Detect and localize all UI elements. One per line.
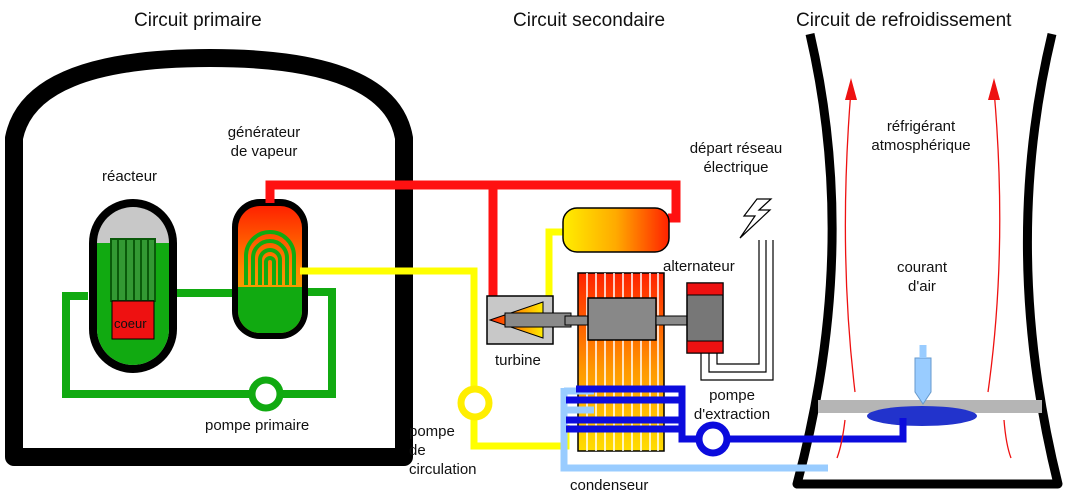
- alternator: [686, 282, 724, 354]
- grid-label-line2: électrique: [703, 158, 769, 176]
- core-label: coeur: [114, 316, 147, 331]
- circulation-pump-label-line1: pompe: [409, 423, 455, 440]
- grid-label: départ réseau électrique: [678, 140, 794, 178]
- turbine: [486, 295, 572, 345]
- containment-building: [5, 49, 413, 466]
- primary-pump-label: pompe primaire: [205, 417, 310, 434]
- extraction-pump-icon: [695, 421, 731, 457]
- alternator-label: alternateur: [663, 258, 735, 275]
- turbine-shaft: [564, 297, 690, 341]
- refrigerant-label-line2: atmosphérique: [871, 136, 971, 154]
- extraction-pump-label-line1: pompe: [709, 387, 755, 404]
- cold-water-line: [560, 345, 927, 472]
- lightning-icon: [739, 198, 773, 239]
- cooling-sprayer: [914, 357, 932, 405]
- steam-line: [265, 180, 681, 300]
- cooling-water-line: [566, 385, 907, 443]
- extraction-pump-label-line2: d'extraction: [693, 405, 771, 423]
- cooling-tower: [792, 32, 1063, 489]
- turbine-label: turbine: [495, 352, 541, 369]
- air-arrow-left-icon: [845, 78, 857, 100]
- airflow-label: courant d'air: [882, 259, 962, 297]
- steam-generator-label-line1: générateur: [227, 124, 301, 141]
- condenser-label: condenseur: [570, 477, 649, 494]
- cooling-tower-basin: [818, 400, 1042, 426]
- reheater-tank: [562, 207, 670, 253]
- circulation-pump-label-line2: de: [409, 441, 426, 459]
- cooling-circuit-title: Circuit de refroidissement: [796, 10, 1012, 31]
- refrigerant-label-line1: réfrigérant: [886, 118, 956, 135]
- primary-pump-icon: [248, 376, 284, 412]
- refrigerant-label: réfrigérant atmosphérique: [860, 118, 982, 156]
- reactor-label: réacteur: [102, 168, 158, 185]
- air-arrow-right-icon: [988, 78, 1000, 100]
- air-flow-arrows: [836, 89, 1012, 459]
- circulation-pump-label-line3: circulation: [409, 460, 477, 478]
- steam-generator: [232, 199, 308, 339]
- secondary-circuit-title: Circuit secondaire: [513, 10, 666, 31]
- primary-loop: [62, 288, 336, 398]
- circulation-pump-label: pompe de circulation: [409, 423, 477, 479]
- airflow-label-line2: d'air: [908, 277, 936, 295]
- grid-label-line1: départ réseau: [689, 140, 783, 157]
- grid-wires: [700, 240, 774, 381]
- reactor-vessel: [89, 199, 177, 373]
- steam-generator-label: générateur de vapeur: [212, 124, 316, 162]
- circulation-pump-icon: [457, 385, 493, 421]
- extraction-pump-label: pompe d'extraction: [670, 387, 794, 425]
- steam-generator-label-line2: de vapeur: [230, 142, 298, 160]
- reactor-core: [111, 300, 155, 340]
- airflow-label-line1: courant: [896, 259, 948, 276]
- primary-circuit-title: Circuit primaire: [134, 10, 262, 31]
